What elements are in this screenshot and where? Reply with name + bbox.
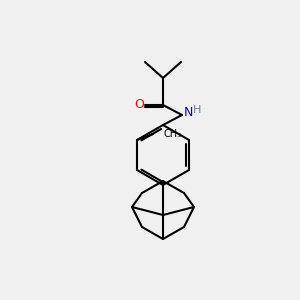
Text: CH₃: CH₃ — [163, 129, 181, 139]
Text: H: H — [193, 105, 201, 115]
Text: O: O — [134, 98, 144, 112]
Text: N: N — [183, 106, 193, 119]
